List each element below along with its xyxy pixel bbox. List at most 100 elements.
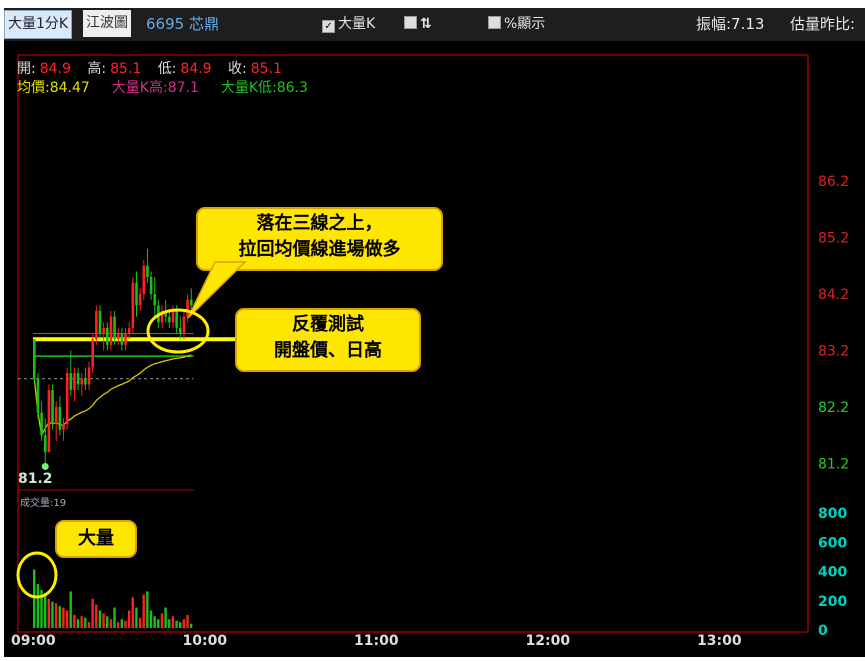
price-axis-label: 83.2 — [818, 344, 849, 360]
price-axis-label: 82.2 — [818, 400, 849, 416]
volume-bar — [54, 603, 58, 628]
candle-body — [109, 316, 113, 345]
candle-body — [58, 407, 62, 430]
candle-body — [149, 277, 153, 294]
volume-bar — [102, 613, 105, 628]
candle-body — [87, 367, 91, 385]
candle-body — [127, 327, 131, 334]
low-point-marker — [41, 463, 49, 470]
percent-checkbox[interactable]: %顯示 — [488, 8, 545, 41]
toolbar: 大量1分K 江波圖 6695 芯鼎 ✓ 大量K ⇅ %顯示 振幅:7.13 估量昨… — [4, 8, 865, 41]
volume-bar — [157, 619, 160, 628]
candle-body — [40, 412, 43, 436]
volume-axis-label: 800 — [818, 506, 847, 522]
candle-body — [54, 407, 58, 424]
volume-bar — [142, 594, 145, 628]
chart-area: 86.2 85.2 84.2 83.2 82.2 81.2 800 600 400 200 0 09:… — [4, 41, 865, 657]
volume-bar — [40, 589, 43, 628]
candle-body — [36, 378, 40, 413]
candle-body — [120, 333, 124, 345]
candle-body — [124, 333, 127, 345]
volume-axis-label: 200 — [818, 594, 847, 610]
volume-bar — [127, 610, 131, 628]
candle-body — [65, 373, 69, 424]
candle-body — [95, 310, 98, 340]
candle-body — [51, 390, 54, 424]
volume-bar — [51, 601, 54, 628]
volume-bar — [47, 598, 50, 628]
callout-text: 開盤價、日高 — [274, 340, 382, 361]
candle-body — [62, 423, 65, 430]
candle-body — [175, 310, 178, 328]
big-k-label: 大量K — [338, 16, 376, 32]
volume-bar — [138, 617, 142, 628]
volume-bar — [76, 619, 80, 628]
volume-bar — [80, 616, 83, 628]
tab-big-volume-1min-k[interactable]: 大量1分K — [4, 10, 73, 39]
volume-bar — [168, 619, 171, 628]
candle-body — [102, 327, 105, 334]
candle-body — [73, 373, 76, 391]
volume-axis-label: 600 — [818, 535, 847, 551]
volume-bar — [58, 606, 61, 628]
volume-bar — [62, 607, 65, 628]
callout-above-three-lines: 落在三線之上， 拉回均價線進場做多 — [196, 207, 443, 271]
volume-bar — [109, 619, 113, 628]
volume-bar — [98, 610, 102, 628]
volume-bar — [135, 607, 138, 628]
chart-border — [17, 54, 809, 633]
volume-bar — [171, 616, 175, 628]
volume-bar — [43, 592, 47, 628]
volume-bar — [149, 610, 153, 628]
volume-bar — [113, 607, 116, 628]
big-k-checkbox[interactable]: ✓ 大量K — [322, 8, 375, 41]
candle-body — [106, 327, 109, 345]
price-axis-label: 86.2 — [818, 174, 849, 190]
volume-bar — [87, 622, 91, 628]
info-row-2: 均價:84.47 大量K高:87.1 大量K低:86.3 — [17, 79, 308, 96]
volume-bar — [91, 598, 94, 628]
arrows-checkbox[interactable]: ⇅ — [404, 8, 432, 41]
checkbox-icon — [404, 16, 417, 29]
volume-bar — [73, 614, 76, 628]
big-volume-circle — [16, 551, 58, 599]
volume-bar — [84, 617, 87, 628]
candle-body — [43, 435, 47, 453]
candle-body — [98, 310, 102, 334]
candle-body — [69, 373, 73, 391]
candle-body — [168, 316, 171, 323]
volume-bar — [124, 620, 127, 628]
candle-body — [91, 339, 94, 368]
candle-body — [179, 327, 182, 334]
volume-bar — [186, 614, 189, 628]
tab-wave-chart[interactable]: 江波圖 — [83, 10, 131, 37]
volume-bar — [131, 597, 134, 628]
amplitude: 振幅:7.13 — [696, 15, 765, 33]
candle-body — [33, 339, 36, 379]
volume-axis-label: 400 — [818, 565, 847, 581]
time-axis-label: 11:00 — [354, 633, 399, 649]
volume-bar — [182, 619, 186, 628]
time-axis-label: 13:00 — [697, 633, 742, 649]
volume-bar — [116, 622, 120, 628]
candle-body — [186, 299, 189, 317]
price-axis-label: 84.2 — [818, 287, 849, 303]
candlestick-chart: 86.2 85.2 84.2 83.2 82.2 81.2 800 600 400 200 0 09:… — [11, 54, 849, 649]
callout-pointer — [187, 261, 247, 319]
volume-bar — [146, 591, 149, 628]
low-price-marker: 81.2 — [18, 471, 53, 487]
checkbox-icon — [488, 16, 501, 29]
volume-bar — [33, 569, 36, 628]
volume-bar — [120, 619, 123, 628]
callout-big-volume: 大量 — [55, 520, 137, 558]
percent-label: %顯示 — [504, 16, 546, 32]
callout-text: 落在三線之上， — [256, 213, 383, 234]
candle-body — [153, 294, 157, 306]
time-axis-label: 10:00 — [183, 633, 228, 649]
candle-body — [171, 310, 175, 323]
candle-body — [142, 265, 146, 294]
highlight-circle — [146, 308, 210, 354]
info-row-1: 開: 84.9 高: 85.1 低: 84.9 收: 85.1 — [17, 60, 282, 77]
price-axis-label: 85.2 — [818, 231, 849, 247]
